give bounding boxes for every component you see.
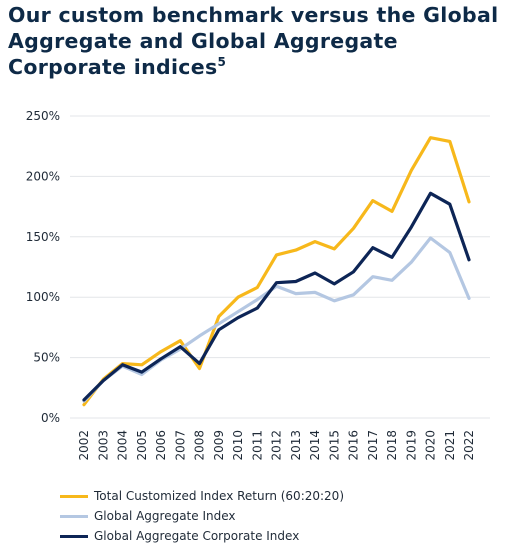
x-tick-label: 2006 <box>154 430 168 461</box>
x-tick-label: 2020 <box>424 430 438 461</box>
legend-item-corporate: Global Aggregate Corporate Index <box>60 526 344 546</box>
x-tick-label: 2018 <box>385 430 399 461</box>
legend-label-corporate: Global Aggregate Corporate Index <box>94 529 300 543</box>
y-tick-label: 0% <box>41 411 60 425</box>
series-line-corporate <box>82 191 471 402</box>
legend-swatch-corporate <box>60 534 88 538</box>
series-line-total <box>82 136 471 407</box>
legend-swatch-aggregate <box>60 514 88 518</box>
x-tick-label: 2016 <box>347 430 361 461</box>
legend-item-total: Total Customized Index Return (60:20:20) <box>60 486 344 506</box>
x-tick-label: 2022 <box>462 430 476 461</box>
legend: Total Customized Index Return (60:20:20)… <box>60 486 344 546</box>
legend-label-aggregate: Global Aggregate Index <box>94 509 236 523</box>
x-tick-label: 2007 <box>173 430 187 461</box>
y-axis: 0% 50% 100% 150% 200% 250% <box>26 109 60 425</box>
x-tick-label: 2019 <box>404 430 418 461</box>
series-lines <box>82 136 471 407</box>
footnote-marker: 5 <box>217 55 227 70</box>
series-line-aggregate <box>82 236 471 403</box>
x-tick-label: 2003 <box>96 430 110 461</box>
x-tick-label: 2008 <box>193 430 207 461</box>
x-tick-label: 2002 <box>77 430 91 461</box>
chart-title-text: Our custom benchmark versus the Global A… <box>8 3 499 79</box>
x-tick-label: 2012 <box>270 430 284 461</box>
legend-swatch-total <box>60 494 88 498</box>
x-tick-label: 2009 <box>212 430 226 461</box>
x-tick-label: 2013 <box>289 430 303 461</box>
legend-item-aggregate: Global Aggregate Index <box>60 506 344 526</box>
x-tick-label: 2015 <box>327 430 341 461</box>
legend-label-total: Total Customized Index Return (60:20:20) <box>94 489 345 503</box>
x-tick-label: 2021 <box>443 430 457 461</box>
x-tick-label: 2017 <box>366 430 380 461</box>
x-axis: 2002 2003 2004 2005 2006 2007 2008 2009 2010 2011… <box>77 430 476 461</box>
x-tick-label: 2005 <box>135 430 149 461</box>
x-tick-label: 2010 <box>231 430 245 461</box>
y-tick-label: 50% <box>33 351 60 365</box>
x-tick-label: 2004 <box>116 430 130 461</box>
y-tick-label: 100% <box>26 290 60 304</box>
chart-title: Our custom benchmark versus the Global A… <box>8 2 513 80</box>
line-chart: 0%50%100%150%200%250% 2002 2003 2004 2005 20… <box>26 109 490 461</box>
x-tick-label: 2014 <box>308 430 322 461</box>
grid-lines <box>70 115 490 419</box>
x-tick-label: 2011 <box>250 430 264 461</box>
y-tick-label: 250% <box>26 109 60 123</box>
y-tick-label: 200% <box>26 169 60 183</box>
y-tick-label: 150% <box>26 230 60 244</box>
